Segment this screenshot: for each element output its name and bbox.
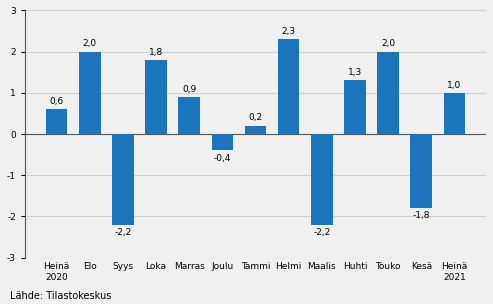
Text: 2,0: 2,0 [381, 39, 395, 48]
Bar [79, 52, 101, 134]
Text: 1,0: 1,0 [447, 81, 461, 90]
Text: 2,3: 2,3 [282, 27, 296, 36]
Text: -2,2: -2,2 [313, 228, 330, 237]
Bar [211, 134, 233, 150]
Bar [411, 134, 432, 208]
Bar [112, 134, 134, 225]
Text: 0,9: 0,9 [182, 85, 196, 94]
Text: 1,3: 1,3 [348, 68, 362, 77]
Text: 0,6: 0,6 [50, 97, 64, 106]
Bar [145, 60, 167, 134]
Bar [46, 109, 68, 134]
Text: -2,2: -2,2 [114, 228, 132, 237]
Text: Lähde: Tilastokeskus: Lähde: Tilastokeskus [10, 291, 111, 301]
Bar [178, 97, 200, 134]
Text: 0,2: 0,2 [248, 113, 263, 123]
Bar [278, 39, 299, 134]
Bar [245, 126, 266, 134]
Bar [311, 134, 333, 225]
Bar [377, 52, 399, 134]
Bar [344, 81, 366, 134]
Text: 2,0: 2,0 [83, 39, 97, 48]
Bar [444, 93, 465, 134]
Text: -1,8: -1,8 [413, 212, 430, 220]
Text: 1,8: 1,8 [149, 48, 163, 57]
Text: -0,4: -0,4 [213, 154, 231, 163]
